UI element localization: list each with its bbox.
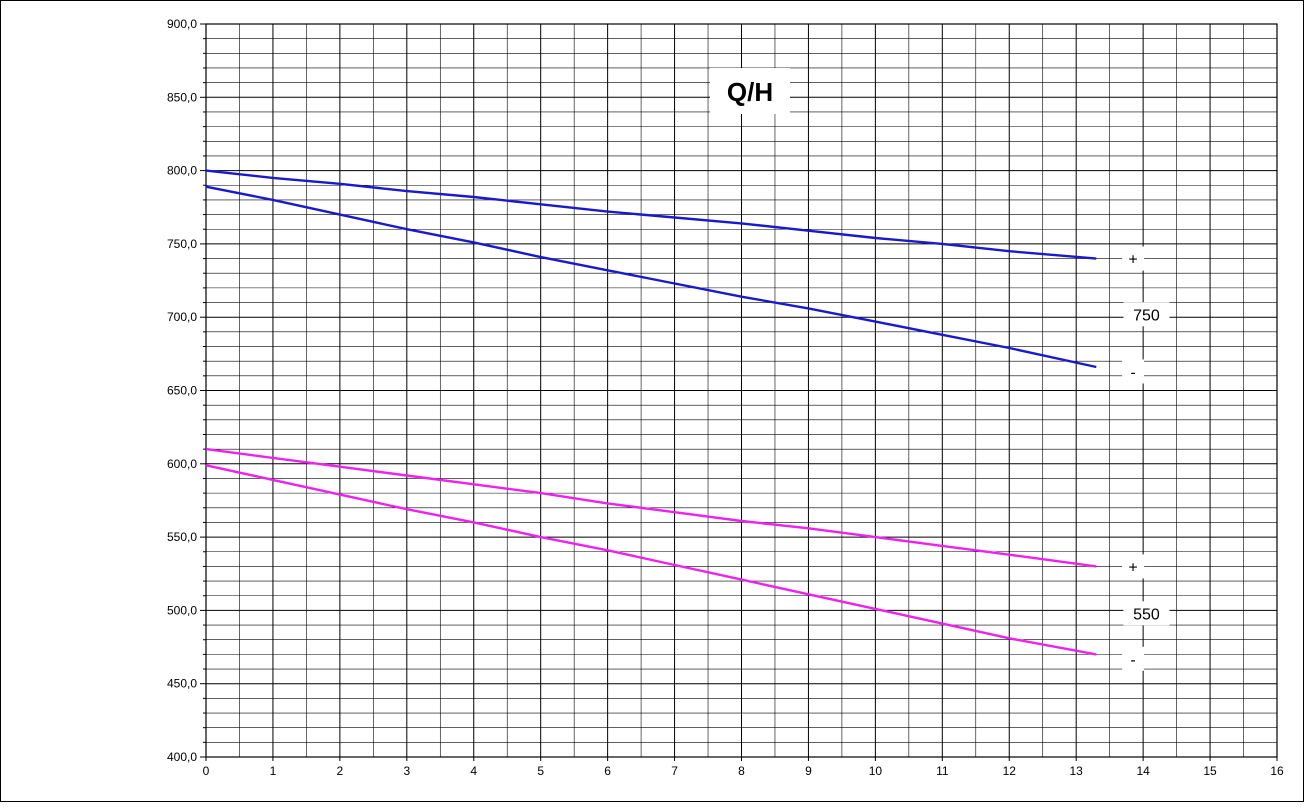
y-tick-label: 550,0 — [167, 530, 197, 544]
annotation-background — [1122, 554, 1145, 579]
annotation-label: - — [1130, 652, 1135, 669]
x-tick-label: 2 — [337, 764, 344, 778]
x-tick-label: 6 — [604, 764, 611, 778]
series-layer — [205, 169, 1097, 656]
y-tick-label: 900,0 — [167, 17, 197, 31]
x-tick-label: 11 — [936, 764, 949, 778]
y-tick-label: 500,0 — [167, 603, 197, 617]
y-tick-label: 450,0 — [167, 677, 197, 691]
annotation-layer: + - 750 + - 550 — [1122, 246, 1170, 671]
y-tick-label: 700,0 — [167, 310, 197, 324]
x-tick-label: 4 — [470, 764, 477, 778]
annotation-background — [1122, 246, 1145, 271]
y-tick-label: 400,0 — [167, 750, 197, 764]
x-tick-label: 5 — [537, 764, 544, 778]
x-tick-label: 14 — [1136, 764, 1150, 778]
x-tick-label: 3 — [403, 764, 410, 778]
x-tick-label: 9 — [805, 764, 812, 778]
y-axis-ticks: 400,0 450,0 500,0 550,0 600,0 650,0 700,0 750,0… — [167, 17, 206, 764]
annotation-label: - — [1130, 364, 1135, 381]
x-tick-label: 1 — [270, 764, 277, 778]
major-grid — [205, 23, 1278, 758]
y-tick-label: 750,0 — [167, 237, 197, 251]
series-line-2 — [205, 185, 1097, 369]
annotation-background — [1123, 302, 1170, 327]
x-tick-label: 10 — [869, 764, 883, 778]
annotation-background — [1122, 646, 1145, 671]
annotation-label: 550 — [1133, 606, 1160, 623]
annotation-label: 750 — [1133, 307, 1160, 324]
y-tick-label: 800,0 — [167, 164, 197, 178]
annotation-background — [1122, 359, 1145, 384]
annotation-label: + — [1128, 252, 1137, 269]
x-tick-label: 0 — [203, 764, 210, 778]
annotation-label: + — [1128, 559, 1137, 576]
series-line-1 — [205, 169, 1097, 260]
x-tick-label: 8 — [738, 764, 745, 778]
x-tick-label: 13 — [1070, 764, 1084, 778]
annotation-background — [1123, 601, 1170, 626]
x-axis-ticks: 0 1 2 3 4 5 6 7 8 9 10 11 12 13 14 15 16 — [203, 757, 1284, 778]
y-tick-label: 600,0 — [167, 457, 197, 471]
y-tick-label: 850,0 — [167, 90, 197, 104]
chart-title: Q/H — [727, 77, 773, 107]
series-line-3 — [205, 447, 1097, 568]
x-tick-label: 7 — [671, 764, 678, 778]
x-tick-label: 16 — [1270, 764, 1284, 778]
chart-title-background — [710, 68, 790, 114]
series-line-4 — [205, 464, 1097, 656]
x-tick-label: 15 — [1203, 764, 1217, 778]
x-tick-label: 12 — [1003, 764, 1017, 778]
chart-title-group: Q/H — [710, 68, 790, 114]
y-tick-label: 650,0 — [167, 384, 197, 398]
